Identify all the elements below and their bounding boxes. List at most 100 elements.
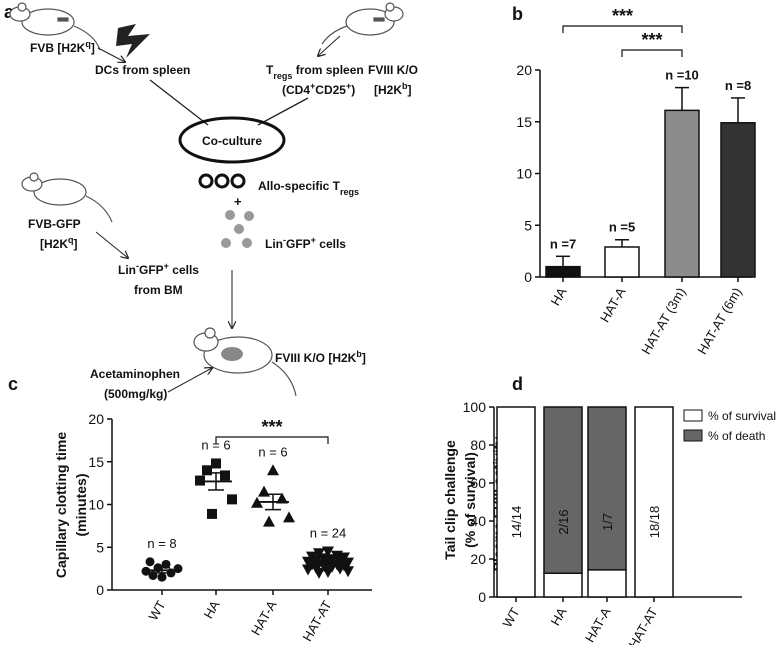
y-tick-label: 5 [524,217,532,233]
mouse-icon [9,2,101,51]
y-axis-label: Tail clip challenge [442,440,458,560]
x-tick-label: HA [201,598,223,621]
bar [664,109,700,278]
point [276,492,288,504]
mouse-icon [321,2,404,45]
gfp-donor-label: [H2Kq] [40,235,78,251]
x-tick-label: HAT-A [582,605,614,645]
x-tick-label: WT [499,605,522,630]
point [313,567,325,579]
point [207,508,217,519]
y-tick-label: 20 [470,551,486,567]
mouse-icon [193,327,297,397]
bm-label: Lin-GFP+ cells [118,261,199,277]
plus: + [234,194,242,209]
recipient-label: [H2Kb] [374,81,412,97]
y-tick-label: 10 [516,166,532,182]
n-label: n =7 [550,236,576,251]
point [145,557,155,567]
x-tick-label: HAT-AT [625,605,660,645]
arrow [95,231,128,258]
gfp-donor-label: FVB-GFP [28,217,81,231]
x-tick-label: HAT-A [248,598,280,638]
y-tick-label: 20 [516,62,532,78]
significance-bracket [562,25,683,33]
legend-swatch [683,409,703,422]
host-label: FVIII K/O [H2Kb] [275,349,366,365]
treg-cells [198,173,246,189]
significance-label: *** [641,30,662,50]
recipient-label: FVIII K/O [368,63,418,77]
bar-segment [587,406,627,571]
y-axis-label: (% of survival) [462,452,478,548]
point [211,458,221,469]
y-tick-label: 0 [478,589,486,605]
y-tick-label: 5 [96,539,104,555]
allo-label: Allo-specific Tregs [258,179,359,197]
significance-bracket [215,436,329,444]
y-axis-label: Capillary clotting time [53,432,69,578]
point [220,470,230,481]
gfp-cells [221,210,254,248]
panel-label: b [512,4,523,24]
significance-label: *** [612,6,633,26]
panel-a: a FVB [H2Kq] DCs from spleen Tregs from … [4,2,418,401]
bar-segment [587,569,627,598]
arrow [167,368,212,393]
legend-label: % of survival [708,409,776,423]
point [227,494,237,505]
x-tick-label: HA [548,285,570,308]
n-label: n = 24 [310,526,347,541]
point [202,465,212,476]
legend-swatch [683,429,703,442]
x-tick-label: WT [145,598,168,623]
panel-label: d [512,374,523,394]
y-tick-label: 15 [88,454,104,470]
mouse-icon [21,172,113,223]
point [267,464,279,476]
bar-label: 2/16 [556,509,571,534]
point [173,564,183,574]
drug-label: (500mg/kg) [104,387,167,401]
connector [149,79,209,126]
drug-label: Acetaminophen [90,367,180,381]
x-tick-label: HAT-AT (6m) [694,285,744,357]
arrow [318,35,341,56]
y-tick-label: 10 [88,497,104,513]
arrow [97,47,125,62]
x-tick-label: HAT-AT (3m) [638,285,688,357]
y-tick-label: 60 [470,475,486,491]
panel-label: a [4,2,15,22]
y-tick-label: 0 [524,269,532,285]
x-tick-label: HAT-AT [299,598,334,644]
bar-label: 18/18 [647,506,662,539]
bar-segment [634,406,674,598]
tregs-label: Tregs from spleen [266,63,364,81]
bar-label: 14/14 [509,506,524,539]
n-label: n = 8 [147,536,176,551]
bar-segment [543,572,583,598]
y-tick-label: 80 [470,437,486,453]
x-tick-label: HA [548,605,570,628]
significance-bracket [621,49,683,57]
y-tick-label: 0 [96,582,104,598]
bar-segment [496,406,536,598]
dcs-label: DCs from spleen [95,63,190,77]
y-tick-label: 40 [470,513,486,529]
y-tick-label: 15 [516,114,532,130]
y-tick-label: 100 [463,399,487,415]
coculture-label: Co-culture [202,134,262,148]
point [258,485,270,497]
bar [545,265,581,278]
n-label: n =8 [725,78,751,93]
lin-cells-label: Lin-GFP+ cells [265,235,346,251]
markers-label: (CD4+CD25+) [282,81,355,97]
point [263,515,275,527]
point [283,511,295,523]
bar-segment [543,406,583,574]
bm-label: from BM [134,283,183,297]
n-label: n = 6 [201,437,230,452]
bar [720,122,756,278]
point [322,567,334,579]
x-tick-label: HAT-A [597,285,629,325]
